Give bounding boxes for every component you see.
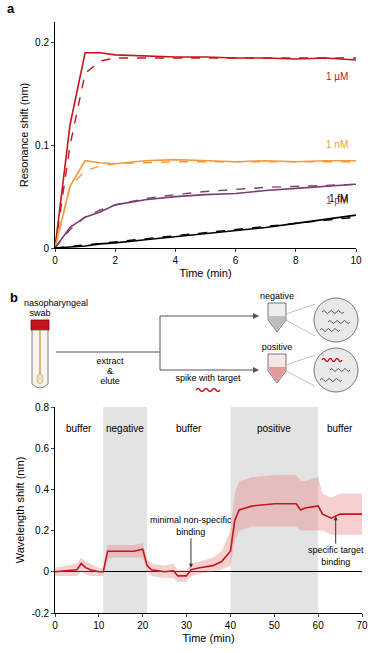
- svg-text:0.8: 0.8: [35, 402, 49, 413]
- svg-text:0.2: 0.2: [35, 525, 49, 536]
- svg-text:nasopharyngeal: nasopharyngeal: [24, 298, 88, 308]
- svg-text:buffer: buffer: [327, 423, 353, 434]
- svg-text:a: a: [7, 1, 15, 16]
- svg-text:0.2: 0.2: [35, 37, 49, 48]
- svg-text:elute: elute: [100, 376, 120, 386]
- svg-text:-0.2: -0.2: [32, 608, 50, 619]
- svg-text:extract: extract: [96, 356, 124, 366]
- svg-text:60: 60: [313, 620, 325, 631]
- svg-text:&: &: [107, 366, 113, 376]
- svg-text:10: 10: [350, 255, 362, 266]
- svg-text:0.1: 0.1: [35, 140, 49, 151]
- svg-text:2: 2: [112, 255, 118, 266]
- svg-text:positive: positive: [262, 342, 293, 352]
- svg-text:buffer: buffer: [176, 423, 202, 434]
- svg-text:0.6: 0.6: [35, 443, 49, 454]
- svg-text:Wavelength shift (nm): Wavelength shift (nm): [14, 457, 26, 564]
- svg-text:70: 70: [356, 620, 368, 631]
- svg-text:minimal non-specificbinding: minimal non-specificbinding: [150, 515, 232, 537]
- svg-text:30: 30: [181, 620, 193, 631]
- svg-text:Resonance shift (nm): Resonance shift (nm): [18, 83, 30, 188]
- svg-text:Time (min): Time (min): [179, 267, 231, 279]
- svg-text:40: 40: [225, 620, 237, 631]
- svg-text:1 µM: 1 µM: [326, 71, 348, 82]
- svg-text:1 nM: 1 nM: [326, 139, 348, 150]
- svg-text:0: 0: [43, 243, 49, 254]
- svg-text:buffer: buffer: [66, 423, 92, 434]
- svg-text:negative: negative: [106, 423, 144, 434]
- svg-text:8: 8: [293, 255, 299, 266]
- svg-text:1 pM: 1 pM: [326, 195, 348, 206]
- svg-text:positive: positive: [257, 423, 291, 434]
- svg-text:20: 20: [137, 620, 149, 631]
- svg-text:b: b: [10, 290, 18, 305]
- svg-text:6: 6: [233, 255, 239, 266]
- svg-text:1 fM: 1 fM: [329, 193, 348, 204]
- svg-text:50: 50: [269, 620, 281, 631]
- svg-text:0: 0: [43, 566, 49, 577]
- svg-text:10: 10: [93, 620, 105, 631]
- svg-text:Time (min): Time (min): [182, 632, 234, 644]
- svg-text:4: 4: [173, 255, 179, 266]
- svg-text:0: 0: [52, 620, 58, 631]
- svg-text:0.4: 0.4: [35, 484, 49, 495]
- svg-text:swab: swab: [29, 308, 50, 318]
- svg-text:spike with target: spike with target: [175, 373, 241, 383]
- svg-text:specific targetbinding: specific targetbinding: [308, 545, 364, 567]
- svg-text:0: 0: [52, 255, 58, 266]
- svg-text:negative: negative: [260, 291, 294, 301]
